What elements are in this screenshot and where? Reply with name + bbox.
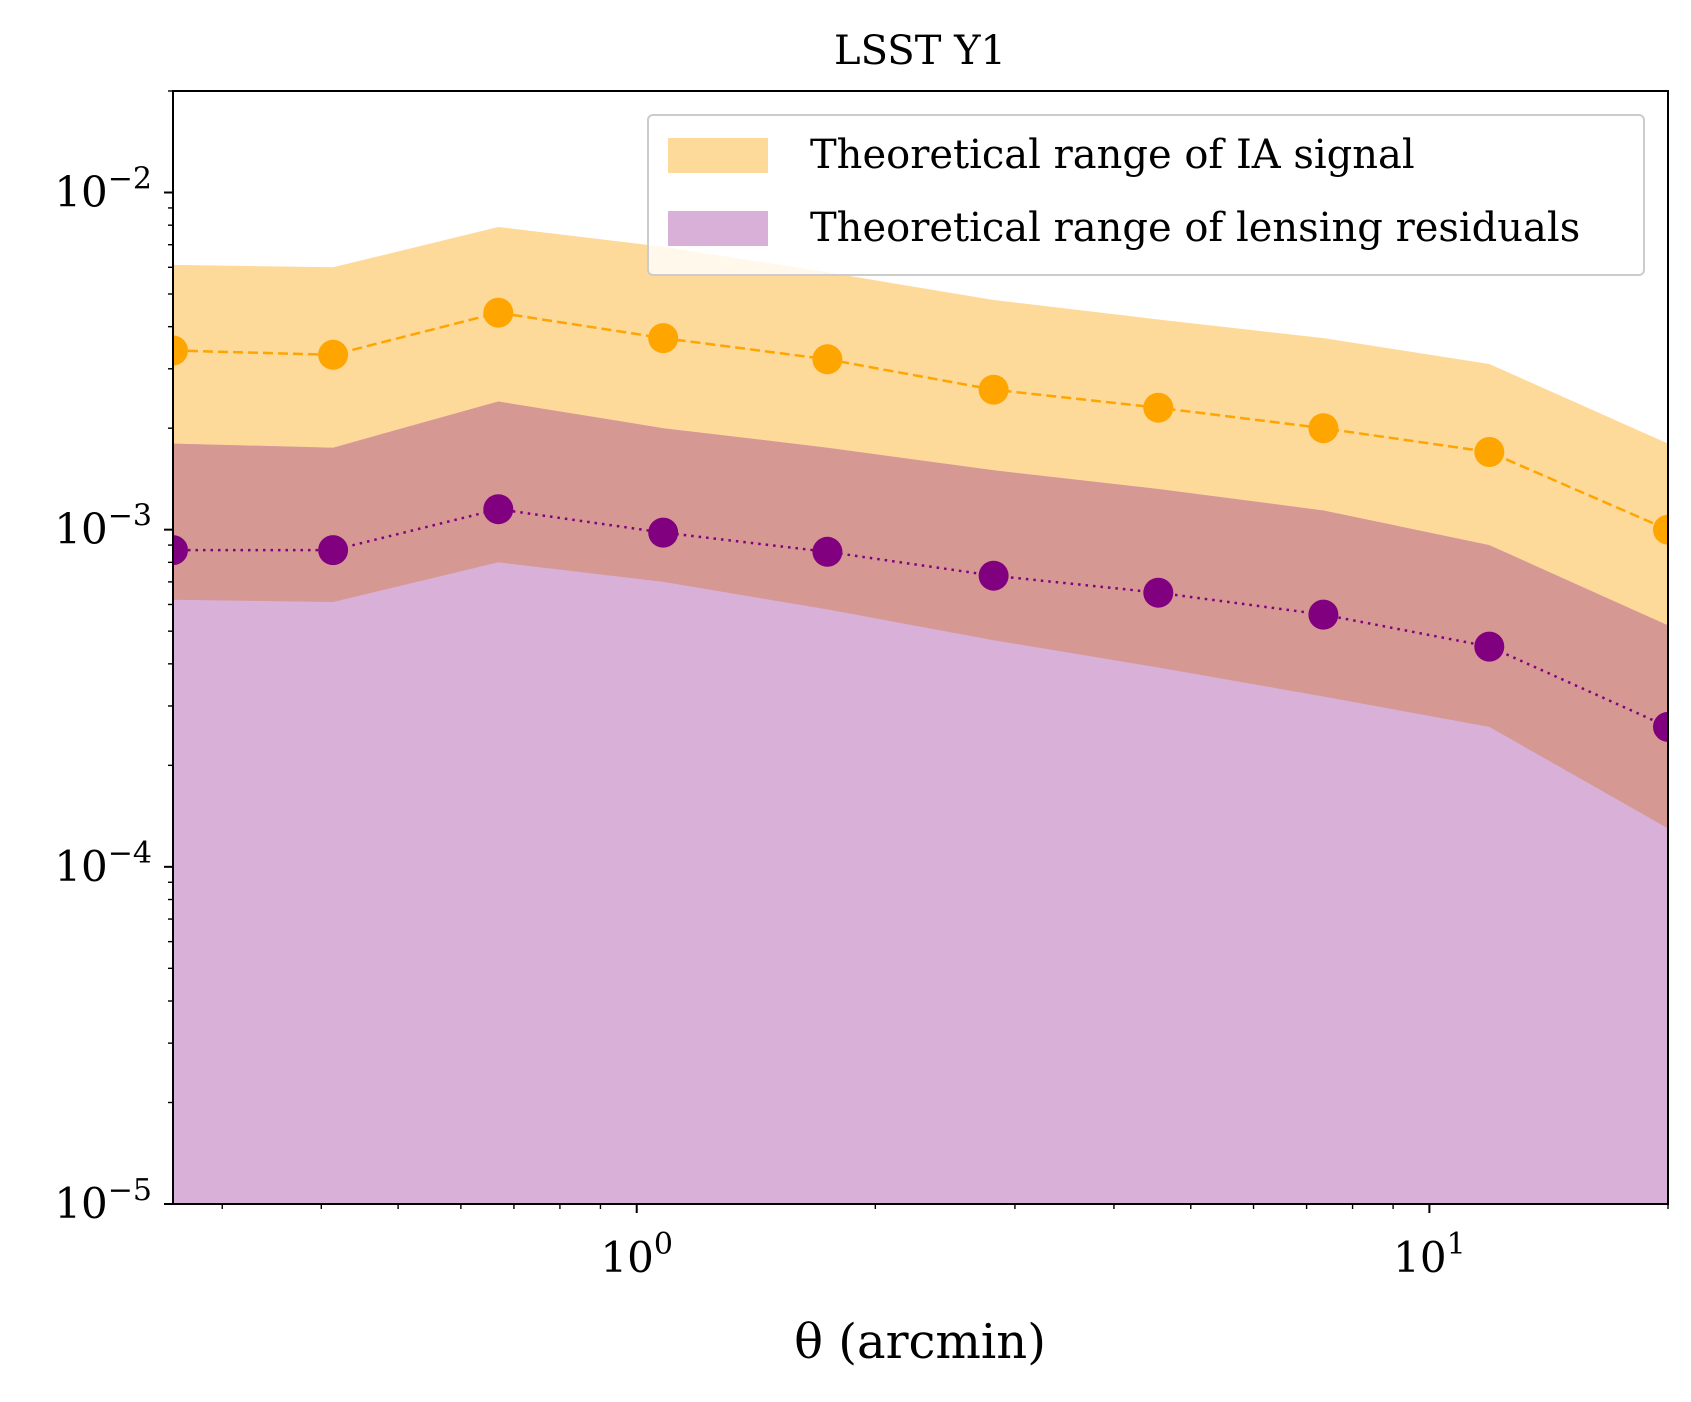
chart-title: LSST Y1 [834, 28, 1006, 74]
series-1-point [483, 494, 514, 525]
y-tick-label: 10−4 [54, 836, 152, 891]
series-0-point [1308, 413, 1339, 444]
series-1-point [1474, 631, 1505, 662]
legend-swatch [668, 138, 768, 173]
x-axis: 100 101 [221, 1204, 1669, 1282]
series-0-point [978, 374, 1009, 405]
series-1-point [648, 517, 679, 548]
bands-layer [173, 227, 1668, 1204]
legend-label: Theoretical range of IA signal [810, 132, 1415, 178]
series-0-point [648, 323, 679, 354]
series-1-point [1143, 577, 1174, 608]
legend: Theoretical range of IA signal Theoretica… [647, 114, 1645, 276]
x-tick-label: 101 [1393, 1227, 1466, 1282]
series-1-point [318, 535, 349, 566]
series-1-point [978, 560, 1009, 591]
series-1-point [812, 536, 843, 567]
plot-frame [172, 90, 1669, 1205]
series-0-point [1143, 392, 1174, 423]
series-0-line [173, 311, 1668, 531]
y-tick-label: 10−3 [54, 499, 152, 554]
y-tick-label: 10−2 [54, 161, 152, 216]
y-tick-label: 10−5 [54, 1173, 152, 1228]
series-layer [173, 297, 1668, 742]
legend-swatch [668, 211, 768, 246]
y-axis: 10−5 10−4 10−3 10−2 [54, 90, 173, 1228]
band-overlap [173, 401, 1668, 829]
x-axis-label: θ (arcmin) [794, 1314, 1046, 1370]
legend-box [647, 114, 1645, 276]
series-0-point [173, 335, 188, 366]
series-0-point [483, 297, 514, 328]
series-1-point [173, 535, 188, 566]
legend-label: Theoretical range of lensing residuals [810, 205, 1580, 251]
series-0-point [318, 339, 349, 370]
series-1-line [173, 507, 1668, 729]
x-tick-label: 100 [600, 1227, 673, 1282]
series-0-point [812, 344, 843, 375]
series-0-point [1653, 514, 1668, 545]
series-1-point [1308, 599, 1339, 630]
series-0-point [1474, 437, 1505, 467]
series-1-point [1653, 711, 1668, 742]
